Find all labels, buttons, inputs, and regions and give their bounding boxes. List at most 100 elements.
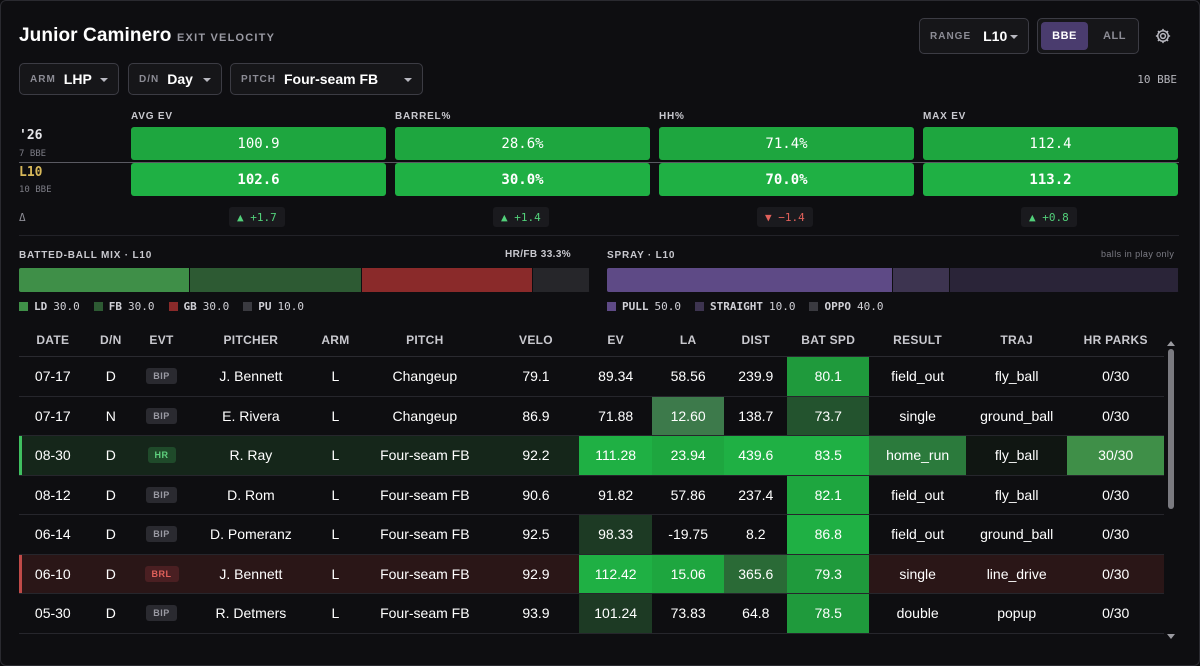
cell-ev: 89.34 [598,368,634,385]
column-header-velo[interactable]: VELO [519,333,553,347]
legend-value: 30.0 [128,300,155,313]
spray-legend: PULL 50.0 STRAIGHT 10.0 OPPO 40.0 [607,300,883,313]
spray-note: balls in play only [1101,249,1175,259]
table-row[interactable]: 08-30 D HR R. Ray L Four-seam FB 92.2 111.28 23.… [19,436,1165,476]
bbe-all-toggle[interactable]: BBE ALL [1037,18,1139,54]
cell-evt: HR [135,436,188,475]
scrollbar-thumb[interactable] [1168,349,1174,509]
cell-date: 05-30 [34,605,71,622]
column-header-result[interactable]: RESULT [893,333,943,347]
cell-date: 06-10 [34,565,71,582]
bbe-count: 10 BBE [1137,73,1177,86]
pitch-filter-label: PITCH [241,73,276,85]
cell-batspd: 73.7 [787,396,870,435]
cell-pitcher: R. Detmers [215,605,287,622]
cell-dn: D [105,447,116,464]
batted_ball-segment-ld [19,268,191,292]
cell-ev: 111.28 [579,436,652,475]
column-header-dist[interactable]: DIST [741,333,771,347]
table-row[interactable]: 06-14 D BIP D. Pomeranz L Four-seam FB 92.5 98.… [19,515,1164,555]
section-divider [19,235,1179,236]
cell-traj: fly_ball [965,436,1068,475]
scroll-down-arrow[interactable] [1167,634,1175,639]
event-badge: HR [147,447,176,464]
cell-evt: BIP [135,397,188,436]
spray-bar [607,268,1179,292]
cell-traj: ground_ball [980,526,1054,543]
batted-ball-title: BATTED-BALL MIX · L10 [19,250,153,261]
cell-la: 12.60 [651,396,725,435]
cell-dn: D [105,368,116,385]
cell-dn: D [105,605,116,622]
batted_ball-legend-item: PU 10.0 [243,300,304,313]
cell-pitch: Four-seam FB [380,486,470,503]
table-row[interactable]: 07-17 N BIP E. Rivera L Changeup 86.9 71.88 12.6… [19,396,1164,436]
metric-season-avg-ev: 100.9 [131,127,386,160]
cell-dist: 365.6 [724,554,788,593]
column-header-la[interactable]: LA [679,333,697,347]
metric-recent-max-ev: 113.2 [923,163,1178,196]
spray-legend-item: PULL 50.0 [607,300,681,313]
table-row[interactable]: 08-12 D BIP D. Rom L Four-seam FB 90.6 91.82 57.… [19,475,1164,515]
arm-filter-value: LHP [63,71,92,87]
cell-ev: 91.82 [598,486,634,503]
cell-hrparks: 0/30 [1102,605,1130,622]
cell-dist: 439.6 [724,436,788,475]
legend-value: 30.0 [53,300,80,313]
table-body: 07-17 D BIP J. Bennett L Changeup 79.1 89.34 58.… [19,357,1165,634]
legend-value: 40.0 [856,300,884,313]
column-header-date[interactable]: DATE [36,333,70,347]
cell-pitch: Changeup [392,407,458,424]
hr-fb-rate: HR/FB 33.3% [505,249,572,260]
cell-evt: BIP [135,515,188,554]
cell-arm: L [331,368,340,385]
toggle-all[interactable]: ALL [1103,30,1126,42]
legend-swatch [168,302,178,311]
cell-result: field_out [891,486,945,503]
pitch-filter-value: Four-seam FB [284,71,379,87]
cell-date: 08-30 [34,447,71,464]
pitch-filter[interactable]: PITCH Four-seam FB [230,63,423,95]
column-header-traj[interactable]: TRAJ [1000,333,1033,347]
arm-filter-label: ARM [30,73,56,85]
scroll-up-arrow[interactable] [1167,341,1175,346]
table-row[interactable]: 05-30 D BIP R. Detmers L Four-seam FB 93.9 101.… [19,594,1164,634]
event-badge: BIP [146,486,177,503]
cell-date: 07-17 [34,368,71,385]
legend-value: 50.0 [654,300,682,313]
cell-dn: N [105,407,116,424]
cell-la: 58.56 [670,368,706,385]
season-row-sub: 7 BBE [19,149,47,159]
column-header-evt[interactable]: EVT [149,333,174,347]
cell-arm: L [331,407,340,424]
column-header-pitcher[interactable]: PITCHER [223,333,279,347]
day-night-filter[interactable]: D/N Day [128,63,222,95]
day-night-filter-label: D/N [139,73,160,85]
column-header-batspd[interactable]: BAT SPD [801,333,856,347]
legend-code: GB [183,300,197,313]
column-header-dn[interactable]: D/N [100,333,122,347]
batted_ball-segment-pu [532,268,590,292]
column-header-arm[interactable]: ARM [321,333,350,347]
column-header-hrparks[interactable]: HR PARKS [1083,333,1148,347]
cell-pitcher: D. Pomeranz [210,526,292,543]
batted_ball-legend-item: FB 30.0 [93,300,155,313]
cell-pitcher: E. Rivera [222,407,280,424]
event-badge: BIP [146,605,177,622]
spray-title: SPRAY · L10 [607,250,676,261]
event-badge: BIP [146,526,177,543]
cell-velo: 86.9 [522,407,550,424]
column-header-ev[interactable]: EV [607,333,624,347]
cell-evt: BIP [135,357,188,396]
column-header-pitch[interactable]: PITCH [406,333,444,347]
batted_ball-legend-item: GB 30.0 [168,300,229,313]
range-select[interactable]: RANGE L10 [919,18,1029,54]
cell-dist: 138.7 [738,407,774,424]
gear-icon[interactable] [1154,27,1172,45]
table-row[interactable]: 07-17 D BIP J. Bennett L Changeup 79.1 89.34 58.… [19,357,1164,397]
toggle-bbe[interactable]: BBE [1041,22,1088,50]
arm-filter[interactable]: ARM LHP [19,63,119,95]
table-row[interactable]: 06-10 D BRL J. Bennett L Four-seam FB 92.9 112.… [19,554,1164,594]
cell-velo: 92.2 [522,447,550,464]
cell-velo: 92.5 [522,526,550,543]
